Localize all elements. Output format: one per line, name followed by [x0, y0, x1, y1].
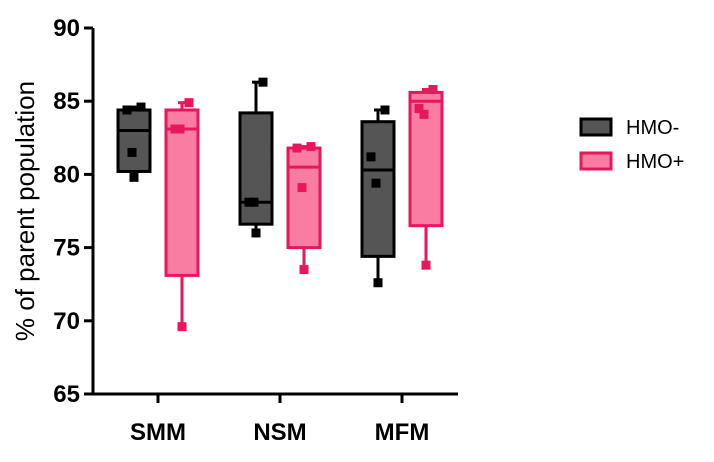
- box-HMO--SMM: [116, 102, 152, 182]
- data-point: [122, 105, 132, 115]
- legend-swatch: [579, 117, 613, 137]
- legend-item-HMO-: HMO-: [579, 117, 679, 139]
- data-point: [258, 77, 268, 87]
- data-point: [251, 228, 261, 238]
- data-point: [136, 102, 146, 112]
- box-iqr: [116, 108, 152, 173]
- box-iqr: [360, 120, 396, 258]
- box-HMO+-NSM: [286, 142, 322, 275]
- data-point: [297, 183, 307, 193]
- legend: HMO- HMO+: [579, 117, 684, 173]
- data-point: [428, 84, 438, 94]
- data-point: [380, 105, 390, 115]
- y-tick-label: 75: [53, 235, 80, 262]
- x-category-label: MFM: [375, 419, 430, 446]
- y-tick-label: 70: [53, 308, 80, 335]
- x-category-label: SMM: [130, 419, 186, 446]
- box-iqr: [286, 146, 322, 250]
- legend-label: HMO+: [626, 151, 684, 173]
- data-point: [421, 260, 431, 270]
- data-point: [371, 178, 381, 188]
- data-point: [175, 124, 185, 134]
- x-category-label: NSM: [253, 419, 306, 446]
- data-point: [249, 197, 259, 207]
- data-point: [244, 197, 254, 207]
- box-iqr: [164, 108, 200, 277]
- data-point: [129, 172, 139, 182]
- data-point: [177, 322, 187, 332]
- axes: 65 70 75 80 85 90 SMM NSM MFM: [53, 15, 458, 446]
- y-axis-title: % of parent population: [10, 81, 40, 341]
- data-point: [292, 143, 302, 153]
- legend-swatch: [579, 151, 613, 171]
- box-iqr: [238, 111, 274, 226]
- data-point: [414, 104, 424, 114]
- legend-item-HMO+: HMO+: [579, 151, 684, 173]
- data-point: [127, 147, 137, 157]
- y-tick-label: 80: [53, 161, 80, 188]
- box-HMO--NSM: [238, 77, 274, 238]
- data-point: [373, 278, 383, 288]
- data-point: [184, 98, 194, 108]
- y-tick-label: 90: [53, 15, 80, 42]
- box-HMO+-SMM: [164, 98, 200, 332]
- legend-label: HMO-: [626, 117, 679, 139]
- box-HMO+-MFM: [408, 84, 444, 270]
- data-point: [366, 152, 376, 162]
- data-point: [299, 265, 309, 275]
- y-tick-label: 65: [53, 381, 80, 408]
- data-point: [419, 109, 429, 119]
- plot-area: [116, 77, 444, 332]
- data-point: [306, 142, 316, 152]
- y-tick-label: 85: [53, 88, 80, 115]
- box-HMO--MFM: [360, 105, 396, 288]
- data-point: [170, 124, 180, 134]
